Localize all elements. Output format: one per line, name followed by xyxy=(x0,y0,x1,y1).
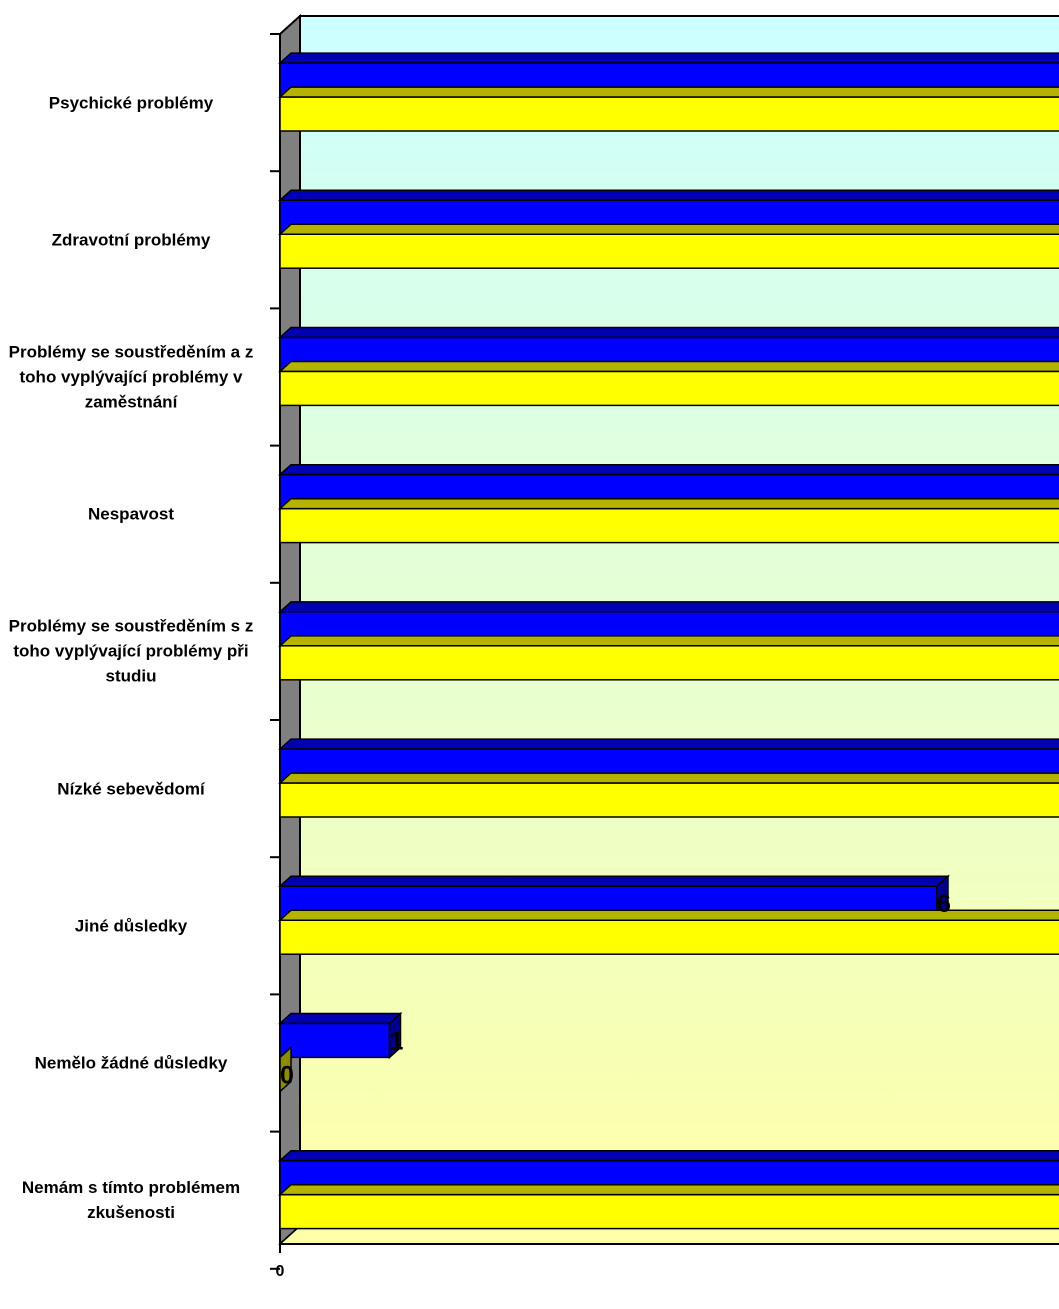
category-label: Problémy se soustředěním s z toho vyplýv… xyxy=(8,616,254,686)
bar-blue-front xyxy=(279,1022,391,1059)
bar-yellow-front xyxy=(279,233,1059,269)
bar-yellow xyxy=(278,635,1059,681)
bar-yellow xyxy=(278,772,1059,818)
value-tick-label: 0 xyxy=(276,1263,285,1280)
bar-yellow xyxy=(278,223,1059,269)
data-label-yellow: 0 xyxy=(280,1061,294,1089)
category-label: Nízké sebevědomí xyxy=(57,779,205,799)
category-label: Psychické problémy xyxy=(48,93,214,113)
floor xyxy=(278,1225,1059,1245)
bar-yellow xyxy=(279,1045,292,1094)
bar-yellow-front xyxy=(279,370,1059,407)
bar-blue-top xyxy=(278,1012,403,1025)
bar-yellow-top xyxy=(278,772,1059,784)
bar-blue-top xyxy=(278,326,1059,339)
bar-yellow xyxy=(278,909,1059,955)
bar-yellow-top xyxy=(278,360,1059,373)
bar-blue-top xyxy=(278,875,950,887)
data-label-blue: 6 xyxy=(937,890,951,918)
data-label-blue: 1 xyxy=(390,1027,404,1055)
bar-blue-top xyxy=(278,189,1059,201)
bar-blue-top xyxy=(278,52,1059,64)
bar-yellow-top xyxy=(278,909,1059,921)
bar-yellow-front xyxy=(279,507,1059,544)
category-label: Jiné důsledky xyxy=(74,916,188,936)
bar-blue-top xyxy=(278,1149,1059,1162)
category-label: Nemělo žádné důsledky xyxy=(34,1053,228,1073)
bar-yellow-top xyxy=(278,223,1059,235)
bar-yellow-top xyxy=(278,635,1059,647)
category-label: Problémy se soustředěním a z toho vyplýv… xyxy=(8,342,254,412)
category-label: Nemám s tímto problémem zkušenosti xyxy=(21,1178,241,1223)
bar-yellow-top xyxy=(278,86,1059,98)
bar-blue xyxy=(278,1011,403,1060)
bar-yellow xyxy=(278,360,1059,407)
bar-yellow xyxy=(278,1183,1059,1230)
bar-blue-top xyxy=(278,738,1059,750)
bar-yellow-top xyxy=(278,497,1059,510)
bar-blue-top xyxy=(278,601,1059,613)
category-label: Nespavost xyxy=(88,504,174,524)
bar-yellow-front xyxy=(279,96,1059,132)
bar-yellow-front xyxy=(279,645,1059,681)
category-label: Zdravotní problémy xyxy=(51,230,211,250)
bar-yellow-top xyxy=(278,1183,1059,1196)
bar-yellow-front xyxy=(279,782,1059,818)
bar-yellow-front xyxy=(279,919,1059,955)
bar-yellow-side xyxy=(279,1045,292,1094)
bar-yellow xyxy=(278,497,1059,544)
bar-blue-side xyxy=(388,1011,402,1060)
bar-blue-top xyxy=(278,463,1059,476)
bar-yellow xyxy=(278,86,1059,132)
bar-yellow-front xyxy=(279,1193,1059,1230)
